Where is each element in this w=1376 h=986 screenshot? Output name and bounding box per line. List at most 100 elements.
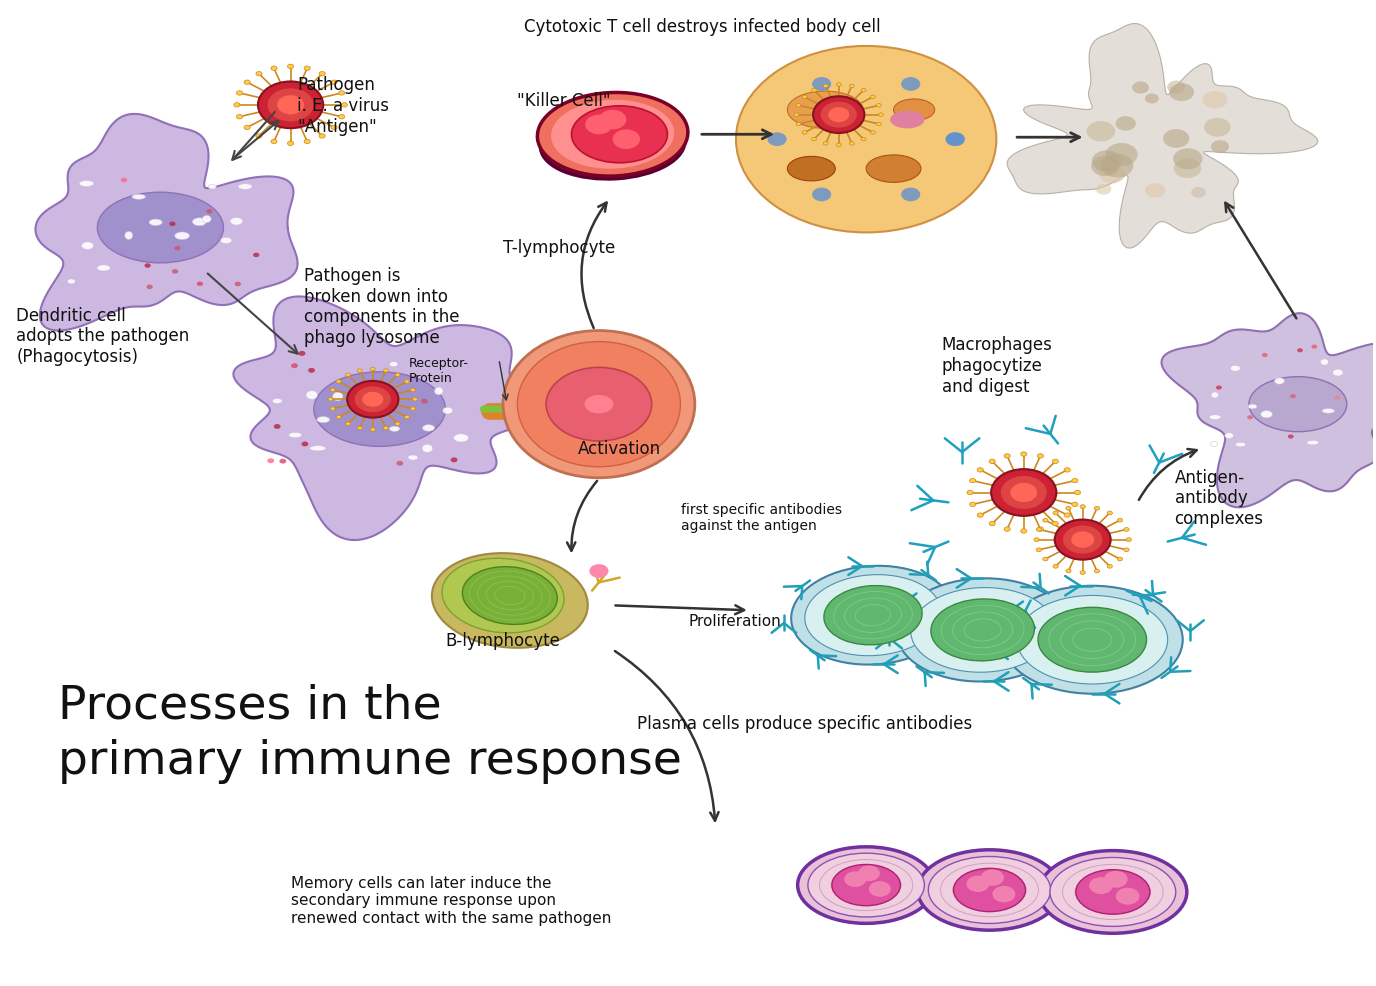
Circle shape xyxy=(1117,557,1123,561)
Ellipse shape xyxy=(432,553,588,648)
Circle shape xyxy=(1055,520,1110,560)
Ellipse shape xyxy=(442,559,564,633)
Circle shape xyxy=(197,282,204,287)
Circle shape xyxy=(332,81,337,86)
Text: Pathogen is
broken down into
components in the
phago lysosome: Pathogen is broken down into components … xyxy=(304,266,460,347)
Ellipse shape xyxy=(1274,379,1284,385)
Circle shape xyxy=(861,138,866,142)
Circle shape xyxy=(1174,159,1201,178)
Ellipse shape xyxy=(517,342,681,467)
Ellipse shape xyxy=(918,850,1061,930)
Circle shape xyxy=(274,425,281,430)
Circle shape xyxy=(410,388,416,392)
Circle shape xyxy=(1105,144,1138,167)
Circle shape xyxy=(338,115,345,119)
Ellipse shape xyxy=(202,216,211,224)
Circle shape xyxy=(144,264,151,268)
Circle shape xyxy=(1116,117,1135,131)
Circle shape xyxy=(237,115,242,119)
Circle shape xyxy=(347,382,399,418)
Ellipse shape xyxy=(824,586,922,645)
Circle shape xyxy=(257,83,323,129)
Circle shape xyxy=(1004,528,1010,531)
Circle shape xyxy=(1211,141,1229,154)
Circle shape xyxy=(837,84,841,87)
Circle shape xyxy=(206,210,213,214)
Circle shape xyxy=(837,144,841,148)
Circle shape xyxy=(877,105,881,107)
Ellipse shape xyxy=(1211,392,1219,398)
Ellipse shape xyxy=(893,100,934,121)
Circle shape xyxy=(857,866,879,881)
Circle shape xyxy=(358,427,362,430)
Circle shape xyxy=(877,123,881,126)
Circle shape xyxy=(341,104,347,107)
Circle shape xyxy=(330,388,336,392)
Circle shape xyxy=(1066,507,1071,511)
Circle shape xyxy=(861,90,866,93)
Circle shape xyxy=(267,90,314,122)
Circle shape xyxy=(253,253,260,258)
Circle shape xyxy=(234,104,239,107)
Circle shape xyxy=(599,110,626,130)
Circle shape xyxy=(370,428,376,432)
Circle shape xyxy=(871,131,875,135)
Circle shape xyxy=(1099,166,1126,184)
Circle shape xyxy=(812,78,831,92)
Circle shape xyxy=(169,222,176,227)
Circle shape xyxy=(794,113,799,117)
Circle shape xyxy=(1298,349,1303,353)
Ellipse shape xyxy=(149,220,162,227)
Circle shape xyxy=(308,369,315,374)
Circle shape xyxy=(358,370,362,373)
Circle shape xyxy=(1132,83,1149,95)
Ellipse shape xyxy=(1210,415,1221,420)
Circle shape xyxy=(1124,548,1130,552)
Circle shape xyxy=(989,522,995,527)
Circle shape xyxy=(1117,519,1123,523)
Circle shape xyxy=(1038,528,1043,531)
Text: Dendritic cell
adopts the pathogen
(Phagocytosis): Dendritic cell adopts the pathogen (Phag… xyxy=(17,307,190,366)
Ellipse shape xyxy=(896,579,1069,682)
Circle shape xyxy=(304,140,310,145)
Circle shape xyxy=(480,406,491,413)
Circle shape xyxy=(1203,92,1227,109)
Polygon shape xyxy=(1161,314,1376,508)
Ellipse shape xyxy=(1039,851,1187,934)
Ellipse shape xyxy=(1076,870,1150,914)
Circle shape xyxy=(797,123,801,126)
Circle shape xyxy=(345,374,351,378)
Ellipse shape xyxy=(175,233,190,241)
Circle shape xyxy=(1053,512,1058,516)
Ellipse shape xyxy=(422,445,433,453)
Ellipse shape xyxy=(305,391,318,400)
Circle shape xyxy=(797,105,801,107)
Text: Pathogen
i. E. a virus
"Antigen": Pathogen i. E. a virus "Antigen" xyxy=(297,76,389,135)
Circle shape xyxy=(396,461,403,466)
Circle shape xyxy=(1053,522,1058,527)
Circle shape xyxy=(1095,184,1112,195)
Ellipse shape xyxy=(443,408,453,414)
Circle shape xyxy=(1163,130,1189,149)
Ellipse shape xyxy=(238,184,252,190)
Circle shape xyxy=(1174,149,1203,171)
Circle shape xyxy=(271,140,277,145)
Ellipse shape xyxy=(1260,411,1273,418)
Ellipse shape xyxy=(1333,370,1343,377)
Circle shape xyxy=(1124,528,1130,531)
Circle shape xyxy=(1010,483,1038,503)
Ellipse shape xyxy=(1307,441,1318,446)
Circle shape xyxy=(1053,565,1058,569)
Circle shape xyxy=(488,406,499,413)
Circle shape xyxy=(1170,84,1194,102)
Polygon shape xyxy=(234,297,544,540)
Ellipse shape xyxy=(1230,366,1240,372)
Circle shape xyxy=(991,469,1057,517)
Ellipse shape xyxy=(389,427,400,432)
Ellipse shape xyxy=(546,368,652,442)
Circle shape xyxy=(1036,528,1042,531)
Circle shape xyxy=(1066,570,1071,573)
Circle shape xyxy=(345,423,351,426)
Ellipse shape xyxy=(798,847,934,924)
Circle shape xyxy=(1145,184,1165,198)
